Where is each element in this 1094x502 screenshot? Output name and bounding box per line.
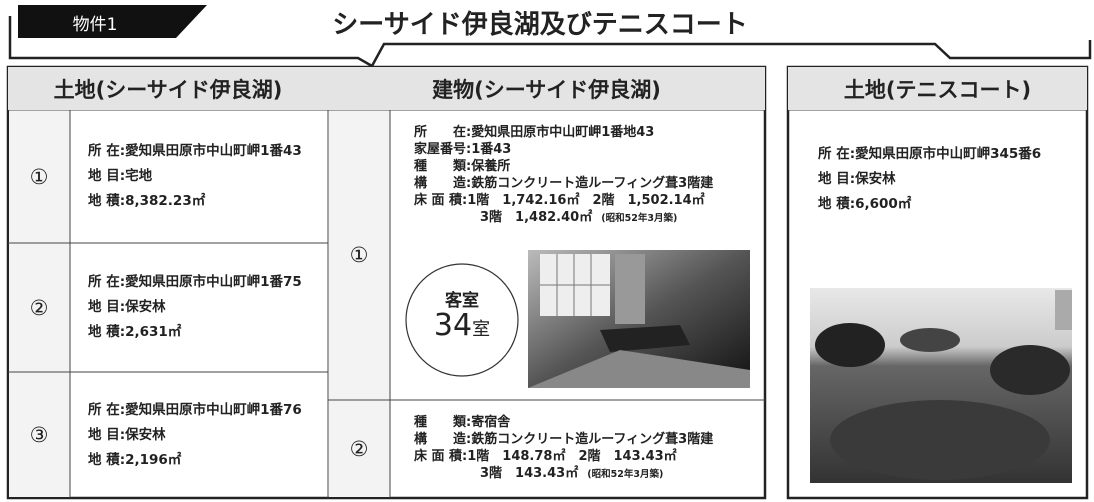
- building-cell: 所 在:愛知県田原市中山町岬1番地43 家屋番号:1番43 種 類:保養所構 造:鉄…: [390, 124, 765, 227]
- text-line: 所 在:愛知県田原市中山町岬1番75: [88, 274, 302, 290]
- section-heading: 建物(シーサイド伊良湖): [328, 67, 765, 110]
- text-line: 構 造:鉄筋コンクリート造ルーフィング葺3階建: [414, 432, 714, 447]
- row-number: ①: [349, 243, 369, 267]
- room-unit: 室: [472, 319, 491, 340]
- room-photo: [528, 250, 750, 388]
- text-line: 3階 1,482.40㎡ (昭和52年3月築): [414, 209, 765, 227]
- land-photo: [810, 288, 1072, 483]
- section-heading: 土地(テニスコート): [788, 67, 1087, 110]
- land-cell: 所 在:愛知県田原市中山町岬1番75 地 目:保安林 地 積:2,631㎡: [70, 243, 328, 372]
- text-line: 地 目:宅地: [88, 168, 153, 184]
- text-line: 床 面 積:1階 148.78㎡ 2階 143.43㎡: [414, 449, 677, 464]
- row-number: ①: [29, 164, 49, 189]
- text-line: 種 類:寄宿舎: [414, 415, 511, 430]
- number-fill: [329, 111, 390, 497]
- text-line: 地 積:2,196㎡: [88, 451, 182, 468]
- row-number: ②: [29, 295, 49, 320]
- room-count-box: 34室: [406, 308, 518, 343]
- row-number: ③: [29, 423, 49, 447]
- text-line: 地 積:2,631㎡: [88, 324, 182, 340]
- text-line: 地 目:保安林: [818, 171, 896, 187]
- text-line: 地 積:6,600㎡: [818, 196, 912, 212]
- text-line: 種 類:保養所: [414, 159, 511, 174]
- land-cell: 所 在:愛知県田原市中山町岬1番76 地 目:保安林 地 積:2,196㎡: [70, 372, 328, 498]
- land-cell: 所 在:愛知県田原市中山町岬1番43 地 目:宅地 地 積:8,382.23㎡: [70, 110, 328, 243]
- number-fill: [9, 111, 70, 497]
- text-line: 所 在:愛知県田原市中山町岬1番76: [88, 401, 302, 418]
- text-line: 3階 143.43㎡ (昭和52年3月築): [414, 465, 765, 483]
- text-line: 3階 143.43㎡: [480, 466, 579, 481]
- row-number: ②: [349, 437, 369, 461]
- building-cell: 種 類:寄宿舎構 造:鉄筋コンクリート造ルーフィング葺3階建床 面 積:1階 1…: [390, 414, 765, 483]
- text-line: 3階 1,482.40㎡: [480, 210, 593, 225]
- property-tag: 物件1: [72, 14, 118, 35]
- text-line: 地 目:保安林: [88, 426, 166, 443]
- built-note: (昭和52年3月築): [587, 469, 664, 480]
- text-line: 地 目:保安林: [88, 299, 166, 315]
- tag-background: [18, 5, 207, 38]
- room-count: 34: [433, 308, 473, 343]
- text-line: 構 造:鉄筋コンクリート造ルーフィング葺3階建: [414, 176, 714, 191]
- text-line: 所 在:愛知県田原市中山町岬1番地43: [414, 125, 655, 140]
- header-rule: [8, 16, 1092, 68]
- land-cell: 所 在:愛知県田原市中山町岬345番6 地 目:保安林 地 積:6,600㎡: [800, 142, 1087, 222]
- text-line: 地 積:8,382.23㎡: [88, 193, 206, 209]
- text-line: 床 面 積:1階 1,742.16㎡ 2階 1,502.14㎡: [414, 193, 705, 208]
- text-line: 家屋番号:1番43: [414, 142, 512, 157]
- room-label: 客室: [445, 291, 479, 311]
- section-heading: 土地(シーサイド伊良湖): [8, 67, 328, 110]
- room-circle: [405, 263, 519, 377]
- text-line: 所 在:愛知県田原市中山町岬345番6: [818, 146, 1042, 162]
- built-note: (昭和52年3月築): [601, 213, 678, 224]
- page-title: シーサイド伊良湖及びテニスコート: [332, 9, 748, 40]
- text-line: 所 在:愛知県田原市中山町岬1番43: [88, 143, 302, 159]
